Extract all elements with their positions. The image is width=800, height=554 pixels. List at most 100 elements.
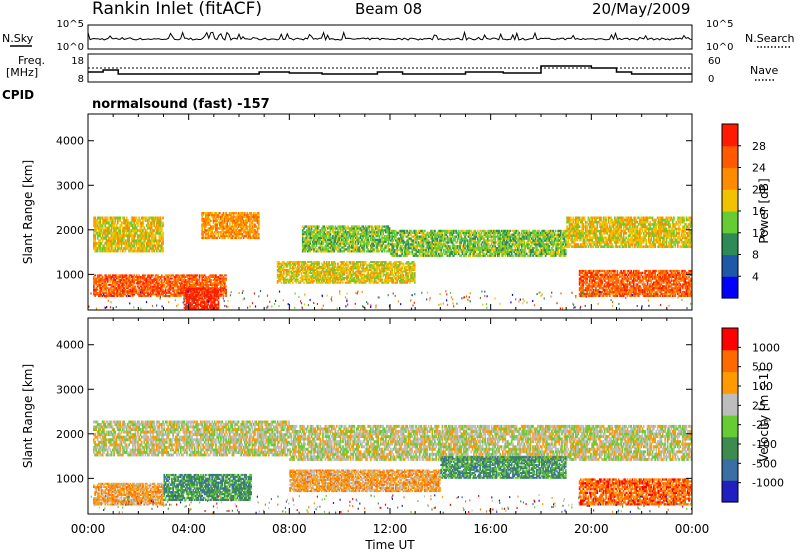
data-cell [129, 274, 132, 277]
data-cell [149, 282, 152, 285]
freq-unit-label: [MHz] [6, 66, 38, 79]
data-cell [113, 287, 115, 290]
data-cell [93, 276, 95, 278]
data-cell [119, 291, 122, 294]
data-cell [101, 279, 104, 282]
data-cell [208, 279, 211, 282]
data-cell [381, 244, 383, 247]
data-cell [154, 274, 157, 277]
data-cell [105, 287, 108, 290]
data-cell [188, 282, 191, 285]
data-cell [144, 283, 147, 286]
data-cell [157, 287, 159, 290]
data-cell [145, 283, 148, 286]
data-cell [176, 285, 178, 288]
data-cell [179, 291, 182, 294]
data-cell [178, 287, 181, 290]
data-cell [168, 291, 171, 294]
data-cell [424, 229, 426, 233]
data-cell [163, 295, 166, 297]
data-cell [206, 280, 208, 283]
data-cell [150, 241, 153, 245]
data-cell [130, 241, 133, 245]
data-cell [211, 274, 213, 277]
data-cell [155, 249, 158, 253]
data-cell [215, 274, 217, 277]
data-cell [139, 277, 142, 280]
data-cell [101, 285, 104, 288]
data-cell [181, 293, 183, 296]
data-cell [177, 280, 179, 283]
data-cell [143, 295, 146, 297]
data-cell [164, 291, 167, 294]
data-cell [94, 288, 96, 291]
noise-panel [87, 24, 693, 50]
data-cell [127, 291, 129, 294]
data-cell [143, 279, 146, 282]
data-cell [96, 288, 99, 291]
data-cell [215, 276, 217, 278]
data-cell [159, 288, 162, 291]
data-cell [109, 288, 112, 291]
data-cell [100, 280, 103, 283]
data-cell [123, 282, 125, 285]
data-cell [105, 291, 108, 294]
data-cell [106, 277, 109, 280]
data-cell [213, 280, 216, 283]
data-cell [153, 280, 156, 283]
data-cell [195, 279, 197, 282]
data-cell [128, 279, 130, 282]
data-cell [122, 293, 124, 296]
data-cell [161, 279, 163, 282]
data-cell [100, 282, 103, 285]
data-cell [133, 285, 135, 288]
data-cell [132, 295, 134, 297]
data-cell [202, 279, 205, 282]
data-cell [116, 293, 119, 296]
data-cell [127, 280, 129, 283]
data-cell [115, 287, 118, 290]
data-cell [154, 288, 157, 291]
data-cell [119, 274, 122, 277]
data-cell [177, 274, 179, 277]
data-cell [128, 280, 130, 283]
data-cell [95, 229, 98, 233]
data-cell [120, 282, 123, 285]
data-cell [114, 283, 117, 286]
data-cell [113, 282, 115, 285]
data-cell [225, 277, 227, 280]
data-cell [198, 276, 201, 278]
data-cell [390, 261, 392, 263]
data-cell [135, 282, 138, 285]
data-cell [99, 288, 101, 291]
data-cell [123, 293, 125, 296]
data-cell [155, 285, 158, 288]
data-cell [181, 274, 183, 277]
data-cell [124, 277, 127, 280]
data-cell [140, 288, 143, 291]
data-cell [124, 276, 127, 278]
data-cell [177, 293, 179, 296]
data-cell [213, 277, 216, 280]
data-cell [206, 279, 208, 282]
data-cell [218, 282, 221, 285]
data-cell [95, 282, 98, 285]
data-cell [132, 287, 134, 290]
data-cell [119, 282, 122, 285]
data-cell [135, 216, 138, 220]
data-cell [217, 279, 220, 282]
data-cell [211, 283, 213, 286]
data-cell [108, 288, 110, 291]
data-cell [142, 282, 144, 285]
data-cell [124, 279, 127, 282]
data-cell [200, 282, 202, 285]
data-cell [116, 277, 119, 280]
data-cell [101, 234, 104, 238]
data-cell [402, 273, 405, 276]
data-cell [213, 285, 216, 288]
data-cell [188, 283, 191, 286]
data-cell [158, 293, 161, 296]
data-cell [134, 279, 137, 282]
data-cell [135, 279, 138, 282]
data-cell [110, 279, 113, 282]
